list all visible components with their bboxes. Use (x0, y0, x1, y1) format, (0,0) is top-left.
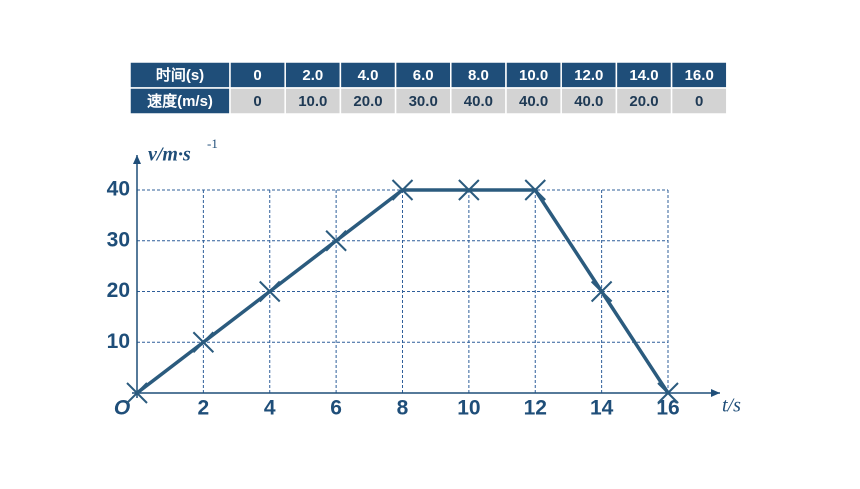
cell-text: 4.0 (358, 67, 379, 84)
y-tick-label: 40 (107, 178, 130, 201)
table-cell (339, 87, 397, 115)
cell-text: 40.0 (464, 93, 493, 110)
x-tick-label: 12 (524, 397, 547, 420)
cell-text: 时间(s) (156, 66, 204, 84)
table-cell (450, 61, 507, 89)
origin-label: O (114, 397, 130, 420)
table-cell (670, 87, 728, 115)
cell-text: 0 (253, 67, 261, 84)
x-tick-label: 4 (264, 397, 276, 420)
cell-text: 20.0 (353, 93, 382, 110)
table-cell (615, 87, 673, 115)
table-cell (284, 87, 342, 115)
data-marker (259, 280, 281, 303)
cell-text: 10.0 (519, 67, 548, 84)
x-axis-label: t/s (722, 395, 741, 417)
data-marker (458, 179, 480, 201)
cell-text: 12.0 (574, 67, 603, 84)
cell-text: 2.0 (302, 67, 323, 84)
cell-text: 0 (695, 93, 703, 110)
y-tick-label: 30 (107, 228, 130, 251)
cell-text: 40.0 (574, 93, 603, 110)
y-axis-arrow (133, 155, 141, 164)
x-tick-label: 8 (397, 397, 409, 420)
cell-text: 40.0 (519, 93, 548, 110)
data-marker (391, 179, 414, 201)
x-tick-label: 10 (457, 397, 480, 420)
x-tick-label: 16 (656, 397, 679, 420)
cell-text: 10.0 (298, 93, 327, 110)
cell-text: 速度(m/s) (147, 92, 213, 110)
table-cell (560, 61, 618, 89)
cell-text: 16.0 (685, 67, 714, 84)
y-tick-label: 20 (107, 279, 130, 302)
cell-text: 8.0 (468, 67, 489, 84)
cell-text: 6.0 (413, 67, 434, 84)
y-tick-label: 10 (107, 330, 130, 353)
table-cell (450, 87, 507, 115)
y-axis-label-sup: -1 (207, 136, 218, 151)
data-marker (126, 382, 148, 404)
data-table: 时间(s) 0 2.0 4.0 6.0 8.0 10.0 12.0 14.0 16.0 速度(m/s… (129, 61, 728, 115)
cell-text: 14.0 (629, 67, 658, 84)
y-axis-label: v/m·s (148, 144, 191, 166)
table-cell (670, 61, 728, 89)
table-cell (505, 87, 562, 115)
table-cell (129, 61, 231, 89)
data-marker (325, 230, 347, 252)
cell-text: 20.0 (629, 93, 658, 110)
data-marker (192, 331, 215, 353)
cell-text: 30.0 (409, 93, 438, 110)
x-tick-label: 2 (198, 397, 210, 420)
x-tick-label: 14 (590, 397, 614, 420)
data-marker (590, 280, 613, 303)
x-tick-label: 6 (330, 397, 342, 420)
table-cell (229, 87, 286, 115)
data-marker (524, 179, 546, 201)
data-marker (657, 382, 679, 404)
chart: 2 4 6 8 10 12 14 16 10 20 30 40 O t/s v/m·s -1 (107, 136, 741, 420)
x-axis-arrow (711, 389, 720, 397)
cell-text: 0 (253, 93, 261, 110)
